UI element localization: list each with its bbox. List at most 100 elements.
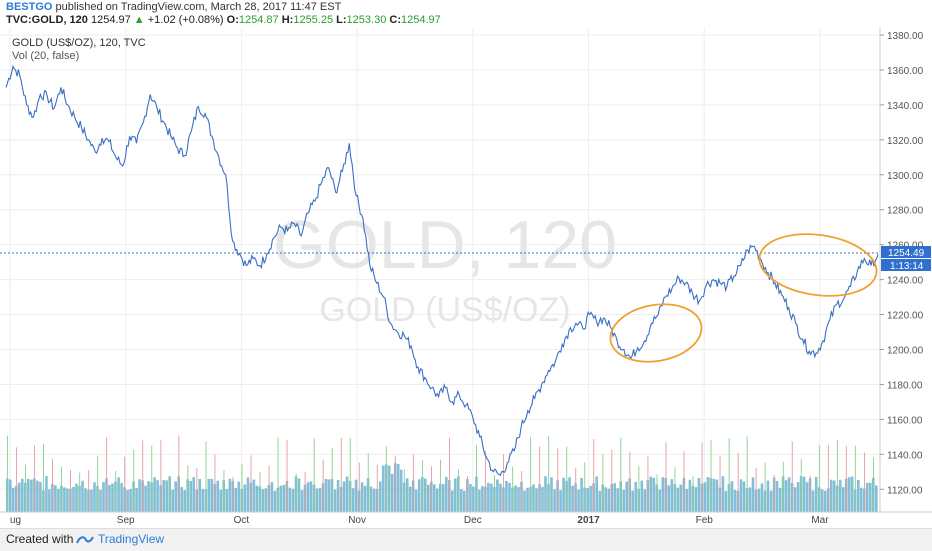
volume-spike <box>539 446 541 512</box>
volume-bar <box>769 490 773 512</box>
volume-bar <box>523 490 526 512</box>
volume-bar <box>541 486 544 512</box>
volume-spike <box>683 451 685 512</box>
volume-spike <box>358 462 360 512</box>
volume-spike <box>764 462 766 512</box>
volume-spike <box>367 453 369 512</box>
publish-line: BESTGO published on TradingView.com, Mar… <box>6 1 341 13</box>
open-value: 1254.87 <box>238 14 279 26</box>
volume-bar <box>387 465 391 512</box>
volume-spike <box>286 440 288 512</box>
price-change: +1.02 (+0.08%) <box>147 14 224 26</box>
volume-bar <box>706 477 710 512</box>
volume-spike <box>557 448 559 512</box>
volume-bar <box>424 478 427 512</box>
y-tick-label: 1240.00 <box>887 276 924 287</box>
volume-bar <box>658 489 662 512</box>
volume-bar <box>54 485 57 512</box>
volume-bar <box>36 480 39 512</box>
annotation-ellipse-2[interactable] <box>755 227 880 303</box>
volume-spike <box>458 469 459 512</box>
volume-bars <box>6 435 878 512</box>
volume-bar <box>219 489 223 512</box>
volume-bar <box>454 478 457 512</box>
time-scale[interactable] <box>0 512 932 528</box>
x-tick-label: ug <box>10 515 21 526</box>
volume-spike <box>665 442 667 512</box>
volume-bar <box>18 482 21 512</box>
volume-spike <box>187 465 189 512</box>
volume-spike <box>737 452 739 512</box>
legend-volume[interactable]: Vol (20, false) <box>12 50 79 62</box>
volume-bar <box>580 477 583 512</box>
volume-bar <box>372 488 376 512</box>
x-tick-label: Feb <box>696 515 714 526</box>
volume-bar <box>138 479 141 512</box>
volume-bar <box>805 482 809 512</box>
volume-spike <box>61 466 62 512</box>
volume-bar <box>481 486 484 512</box>
volume-spike <box>674 467 676 512</box>
volume-bar <box>297 478 301 512</box>
volume-bar <box>390 474 394 512</box>
legend-main[interactable]: GOLD (US$/OZ), 120, TVC <box>12 37 146 49</box>
author-link[interactable]: BESTGO <box>6 1 53 13</box>
volume-bar <box>120 483 123 512</box>
volume-bar <box>306 482 310 512</box>
volume-spike <box>494 475 495 512</box>
volume-bar <box>12 487 15 512</box>
volume-spike <box>79 472 81 512</box>
volume-bar <box>442 484 445 512</box>
volume-bar <box>685 488 689 512</box>
x-tick-label: Mar <box>811 515 829 526</box>
volume-spike <box>205 441 207 512</box>
volume-bar <box>189 481 192 512</box>
volume-bar <box>634 481 637 512</box>
volume-bar <box>21 478 24 512</box>
volume-bar <box>309 481 313 512</box>
volume-bar <box>733 489 737 512</box>
volume-bar <box>282 484 286 512</box>
volume-bar <box>234 487 238 512</box>
volume-spike <box>503 454 504 512</box>
volume-bar <box>472 486 475 512</box>
volume-bar <box>345 476 349 512</box>
volume-spike <box>818 445 820 512</box>
volume-spike <box>602 454 604 512</box>
volume-spike <box>394 455 396 512</box>
tradingview-logo-icon[interactable] <box>76 532 94 546</box>
x-tick-label: Dec <box>464 515 482 526</box>
volume-bar <box>622 489 625 512</box>
volume-spike <box>322 459 324 512</box>
volume-bar <box>478 489 481 512</box>
tradingview-link[interactable]: TradingView <box>98 532 165 546</box>
chart-area[interactable]: GOLD, 120 GOLD (US$/OZ) GOLD (US$/OZ), 1… <box>0 28 932 528</box>
volume-bar <box>643 489 647 512</box>
volume-bar <box>363 485 367 512</box>
volume-spike <box>268 465 270 512</box>
ohlc-line: TVC:GOLD, 120 1254.97 ▲ +1.02 (+0.08%) O… <box>6 14 441 26</box>
volume-bar <box>216 480 220 512</box>
volume-bar <box>505 480 508 512</box>
volume-bar <box>586 488 589 512</box>
volume-bar <box>117 477 120 512</box>
annotation-ellipse-1[interactable] <box>606 297 706 368</box>
volume-bar <box>399 469 403 512</box>
volume-bar <box>589 486 592 512</box>
price-chart[interactable]: GOLD, 120 GOLD (US$/OZ) GOLD (US$/OZ), 1… <box>0 28 932 528</box>
watermark-name: GOLD (US$/OZ) <box>319 291 570 329</box>
volume-bar <box>291 488 295 512</box>
volume-bar <box>99 489 102 512</box>
volume-spike <box>133 449 135 512</box>
volume-bar <box>433 484 436 512</box>
volume-spike <box>485 451 486 512</box>
volume-bar <box>748 487 752 512</box>
volume-bar <box>823 490 827 512</box>
volume-spike <box>845 445 847 512</box>
volume-spike <box>160 440 162 512</box>
volume-bar <box>703 482 707 512</box>
volume-spike <box>142 440 144 512</box>
volume-bar <box>171 489 174 512</box>
volume-bar <box>156 480 159 512</box>
volume-bar <box>225 489 229 512</box>
